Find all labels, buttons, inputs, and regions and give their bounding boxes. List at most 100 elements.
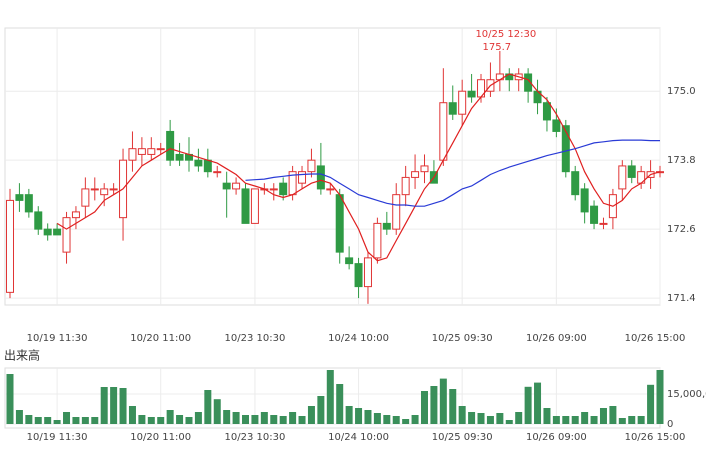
volume-bar xyxy=(279,416,287,424)
volume-bar xyxy=(213,399,221,424)
x-tick-label: 10/19 11:30 xyxy=(27,333,88,344)
volume-bar xyxy=(628,416,636,424)
volume-bar xyxy=(543,408,551,424)
x-tick-label: 10/26 09:00 xyxy=(526,432,587,443)
volume-bar xyxy=(157,417,165,424)
candle-body xyxy=(24,194,33,213)
volume-bar xyxy=(34,417,42,424)
volume-bar xyxy=(242,415,250,424)
volume-bar xyxy=(581,412,589,424)
volume-bar xyxy=(552,416,560,424)
volume-bar xyxy=(383,415,391,424)
volume-bar xyxy=(458,406,466,424)
volume-bar xyxy=(618,418,626,424)
volume-bar xyxy=(656,370,664,424)
volume-bar xyxy=(91,417,99,424)
x-tick-label: 10/26 15:00 xyxy=(625,333,686,344)
volume-bar xyxy=(402,419,410,424)
y-tick-label: 0 xyxy=(667,419,673,430)
x-tick-label: 10/19 11:30 xyxy=(27,432,88,443)
volume-bar xyxy=(307,406,315,424)
candle-body xyxy=(411,171,420,178)
candle-body xyxy=(90,188,99,191)
volume-bar xyxy=(128,406,136,424)
candle-body xyxy=(43,228,52,236)
candle-body xyxy=(137,148,146,155)
candle-body xyxy=(53,228,62,236)
candle-body xyxy=(222,182,231,190)
price-frame xyxy=(4,27,661,306)
candle-body xyxy=(250,188,259,224)
volume-bar xyxy=(194,412,202,424)
candle-body xyxy=(448,102,457,115)
volume-bar xyxy=(355,408,363,424)
volume-bar xyxy=(345,406,353,424)
candle-body xyxy=(354,263,363,288)
candle-body xyxy=(618,165,627,190)
x-tick-label: 10/25 09:30 xyxy=(432,333,493,344)
volume-bar xyxy=(524,386,532,424)
volume-bar xyxy=(373,413,381,424)
volume-bar xyxy=(81,417,89,424)
x-tick-label: 10/24 10:00 xyxy=(328,333,389,344)
candle-body xyxy=(279,182,288,196)
y-tick-label: 172.6 xyxy=(667,224,696,235)
volume-bar xyxy=(364,410,372,424)
candle-body xyxy=(392,194,401,230)
volume-bar xyxy=(486,416,494,424)
candle-body xyxy=(458,90,467,115)
candle-body xyxy=(62,217,71,253)
candle-body xyxy=(81,188,90,207)
candle-body xyxy=(439,102,448,161)
volume-bar xyxy=(110,387,118,424)
volume-bar xyxy=(411,415,419,424)
volume-bar xyxy=(44,417,52,424)
moving-average xyxy=(56,73,661,262)
volume-bar xyxy=(420,391,428,424)
volume-bar xyxy=(439,378,447,424)
x-tick-label: 10/20 11:00 xyxy=(130,432,191,443)
candle-body xyxy=(147,148,156,155)
volume-bar xyxy=(53,420,61,424)
y-tick-label: 171.4 xyxy=(667,293,696,304)
candle-body xyxy=(307,159,316,173)
candle-body xyxy=(363,257,372,288)
candle-body xyxy=(213,171,222,174)
volume-bar xyxy=(449,389,457,424)
candle-body xyxy=(109,188,118,191)
candle-body xyxy=(232,182,241,190)
x-tick-label: 10/23 10:30 xyxy=(225,333,286,344)
volume-bar xyxy=(176,415,184,424)
x-tick-label: 10/26 09:00 xyxy=(526,333,587,344)
volume-bar xyxy=(138,415,146,424)
y-tick-label: 173.8 xyxy=(667,155,696,166)
volume-bar xyxy=(317,396,325,424)
volume-bar xyxy=(25,415,33,424)
candle-body xyxy=(382,222,391,230)
volume-bar xyxy=(392,416,400,424)
volume-bar xyxy=(326,370,334,424)
candle-body xyxy=(128,148,137,161)
volume-bar xyxy=(562,416,570,424)
candle-body xyxy=(599,222,608,225)
candle-body xyxy=(203,159,212,173)
candle-body xyxy=(571,171,580,196)
x-tick-label: 10/26 15:00 xyxy=(625,432,686,443)
volume-bar xyxy=(496,413,504,424)
candle-body xyxy=(335,194,344,253)
volume-bar xyxy=(260,412,268,424)
volume-bar xyxy=(270,415,278,424)
volume-bar xyxy=(534,382,542,424)
y-tick-label: 175.0 xyxy=(667,86,696,97)
candle-body xyxy=(15,194,24,201)
candle-body xyxy=(269,188,278,191)
volume-bar xyxy=(590,416,598,424)
volume-bar xyxy=(100,387,108,424)
candle-body xyxy=(542,102,551,121)
volume-bar xyxy=(298,416,306,424)
candle-body xyxy=(326,188,335,191)
candle-body xyxy=(100,188,109,196)
x-tick-label: 10/24 10:00 xyxy=(328,432,389,443)
candle-body xyxy=(298,171,307,184)
volume-bar xyxy=(251,415,259,424)
